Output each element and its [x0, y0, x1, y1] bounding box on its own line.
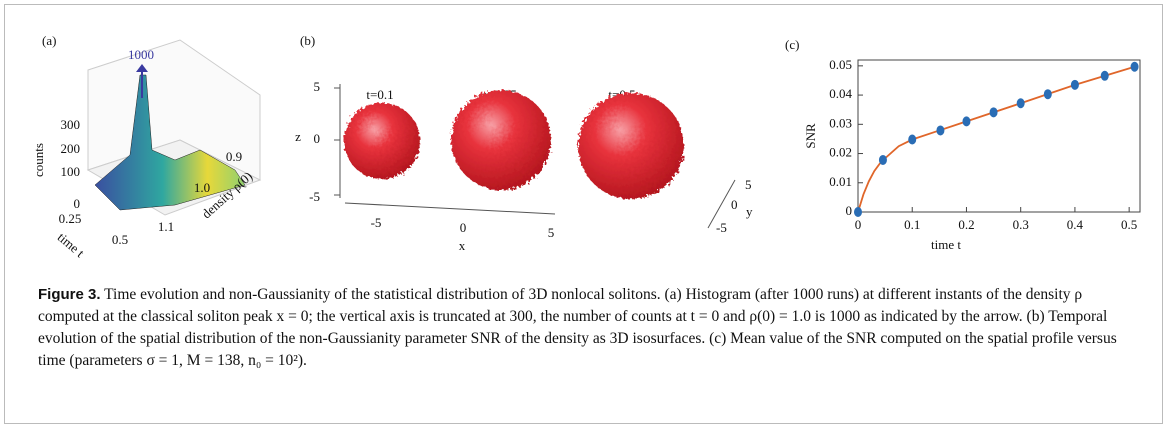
- tick-label: 5: [314, 79, 321, 94]
- data-point: [1100, 70, 1109, 81]
- axis-label: y: [746, 204, 753, 219]
- data-point: [1016, 98, 1025, 109]
- tick-label: -5: [716, 220, 727, 235]
- data-point: [1043, 89, 1052, 100]
- tick-label: -5: [309, 189, 320, 204]
- caption: Figure 3. Time evolution and non-Gaussia…: [38, 284, 1138, 372]
- axis-label: SNR: [803, 123, 818, 149]
- panel-label: (b): [300, 33, 315, 48]
- tick-label: 0.5: [112, 232, 128, 247]
- x-tick-label: 0.4: [1067, 217, 1084, 232]
- axis-label: time t: [931, 237, 961, 252]
- data-point: [989, 107, 998, 118]
- caption-text: Time evolution and non-Gaussianity of th…: [38, 286, 1117, 369]
- fit-line: [857, 65, 1135, 213]
- x-tick-label: 0.3: [1013, 217, 1029, 232]
- tick-label: 5: [745, 177, 752, 192]
- tick-label: 1.0: [194, 180, 210, 195]
- frame-border: [4, 4, 1163, 424]
- panel-label: (c): [785, 37, 799, 52]
- arrow-label: 1000: [128, 47, 154, 62]
- data-point: [1130, 61, 1139, 72]
- axis-label: time t: [55, 229, 88, 260]
- subplot-title: t=0.1: [366, 87, 393, 102]
- data-point: [878, 154, 887, 165]
- tick-label: -5: [371, 215, 382, 230]
- tick-label: 0: [74, 196, 81, 211]
- tick-label: 0.9: [226, 149, 242, 164]
- data-point: [1070, 79, 1079, 90]
- plot-box: [857, 59, 1141, 213]
- tick-label: 300: [61, 117, 81, 132]
- data-point: [936, 125, 945, 136]
- data-point: [962, 116, 971, 127]
- axis-label: z: [295, 129, 301, 144]
- panel-label: (a): [42, 33, 56, 48]
- y-tick-label: 0.04: [829, 86, 852, 101]
- panel-a: (a) 1000 counts 300 200 100 0 time t 0.2…: [31, 33, 262, 260]
- y-tick-label: 0.05: [829, 57, 852, 72]
- data-point: [908, 134, 917, 145]
- panel-b: (b) t=0.1 t=0.25 t=0.5 5 0 -5 z -5 0 5 x…: [295, 33, 753, 253]
- x-tick-label: 0.1: [904, 217, 920, 232]
- x-axis: [344, 202, 556, 215]
- caption-label: Figure 3.: [38, 286, 101, 303]
- tick-label: 0: [314, 131, 321, 146]
- isosurface: [451, 90, 551, 190]
- histogram-surface: [94, 74, 246, 211]
- tick-label: 0.25: [59, 211, 82, 226]
- x-tick-label: 0.5: [1121, 217, 1137, 232]
- x-tick-label: 0: [855, 217, 862, 232]
- axis-label: x: [459, 238, 466, 253]
- tick-label: 0: [731, 197, 738, 212]
- arrow-head: [136, 64, 148, 72]
- y-tick-label: 0: [846, 203, 853, 218]
- y-tick-label: 0.02: [829, 145, 852, 160]
- tick-label: 1.1: [158, 219, 174, 234]
- tick-label: 100: [61, 164, 81, 179]
- isosurface: [578, 93, 684, 199]
- y-tick-label: 0.03: [829, 115, 852, 130]
- tick-label: 5: [548, 225, 555, 240]
- isosurface: [344, 103, 420, 179]
- y-tick-label: 0.01: [829, 174, 852, 189]
- tick-label: 0: [460, 220, 467, 235]
- axis-label: counts: [31, 143, 46, 177]
- x-tick-label: 0.2: [958, 217, 974, 232]
- tick-label: 200: [61, 141, 81, 156]
- data-point: [854, 207, 862, 217]
- y-axis: [707, 179, 736, 229]
- panel-c: (c) SNR time t 0 0.01 0.02 0.03 0.04 0.05 0 0.1…: [785, 37, 1141, 252]
